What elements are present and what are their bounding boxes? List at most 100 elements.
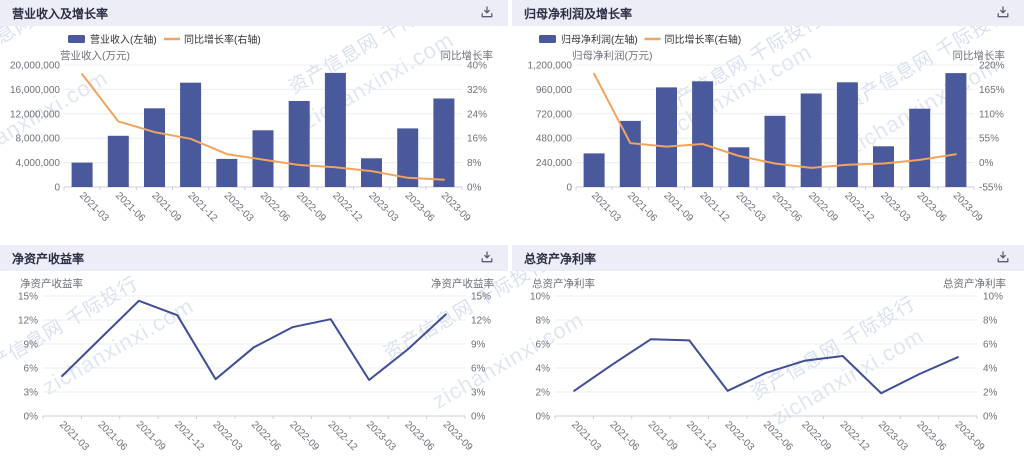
svg-text:归母净利润(万元): 归母净利润(万元) (572, 49, 653, 62)
svg-text:1,200,000: 1,200,000 (528, 61, 573, 72)
svg-text:2022-12: 2022-12 (842, 190, 876, 224)
svg-text:110%: 110% (979, 109, 1004, 120)
panel-net-profit-growth: 归母净利润及增长率 1,200,000 220% 960,000 165% 720,00… (512, 0, 1024, 234)
svg-text:-55%: -55% (979, 183, 1002, 194)
panel-header: 营业收入及增长率 (0, 0, 508, 26)
svg-text:2023-09: 2023-09 (441, 419, 475, 453)
panel-body: 10% 10% 8% 8% 6% 6% 4% 4% 2% 2% 0% 0% 总资产净利率 总资产净利率 20… (512, 271, 1024, 468)
svg-text:2021-12: 2021-12 (172, 419, 206, 453)
svg-text:2022-03: 2022-03 (722, 419, 756, 453)
panel-title: 净资产收益率 (12, 251, 85, 266)
svg-text:2022-06: 2022-06 (249, 419, 283, 453)
panel-body: 20,000,000 40% 16,000,000 32% 12,000,000 24% 8… (0, 26, 512, 239)
net-profit-growth-chart: 1,200,000 220% 960,000 165% 720,000 110% 480,0… (528, 33, 1006, 224)
svg-text:同比增长率(右轴): 同比增长率(右轴) (184, 33, 261, 46)
svg-text:2023-06: 2023-06 (914, 419, 948, 453)
svg-text:8%: 8% (467, 158, 482, 169)
svg-text:8,000,000: 8,000,000 (16, 134, 61, 145)
svg-text:3%: 3% (471, 388, 486, 399)
svg-text:2023-09: 2023-09 (951, 190, 985, 224)
svg-text:2022-06: 2022-06 (258, 190, 292, 224)
svg-text:2022-12: 2022-12 (326, 419, 360, 453)
panel-header: 净资产收益率 (0, 245, 508, 271)
svg-text:2022-09: 2022-09 (799, 419, 833, 453)
svg-text:归母净利润(左轴): 归母净利润(左轴) (561, 33, 638, 46)
svg-text:12%: 12% (18, 316, 38, 327)
svg-text:55%: 55% (979, 134, 999, 145)
svg-text:2021-09: 2021-09 (149, 190, 183, 224)
svg-text:240,000: 240,000 (536, 158, 573, 169)
svg-text:2022-12: 2022-12 (838, 419, 872, 453)
svg-text:0%: 0% (467, 183, 482, 194)
svg-text:2021-06: 2021-06 (625, 190, 659, 224)
svg-text:同比增长率: 同比增长率 (953, 49, 1006, 62)
panel-body: 15% 15% 12% 12% 9% 9% 6% 6% 3% 3% 0% 0% 净资产收益率 净资产收益率… (0, 271, 512, 468)
svg-text:总资产净利率: 总资产净利率 (532, 277, 595, 290)
svg-text:2023-09: 2023-09 (953, 419, 987, 453)
svg-text:0: 0 (566, 183, 572, 194)
svg-text:10%: 10% (983, 292, 1003, 303)
svg-text:12%: 12% (471, 316, 491, 327)
svg-text:2023-03: 2023-03 (876, 419, 910, 453)
svg-text:2023-06: 2023-06 (915, 190, 949, 224)
svg-text:总资产净利率: 总资产净利率 (943, 277, 1006, 290)
download-button[interactable] (994, 4, 1012, 22)
svg-text:9%: 9% (471, 340, 486, 351)
svg-text:16%: 16% (467, 134, 487, 145)
download-icon (480, 250, 494, 267)
svg-text:0%: 0% (979, 158, 994, 169)
svg-text:2021-03: 2021-03 (589, 190, 623, 224)
svg-text:2023-06: 2023-06 (402, 419, 436, 453)
svg-text:2%: 2% (983, 388, 998, 399)
svg-text:4,000,000: 4,000,000 (16, 158, 61, 169)
svg-text:营业收入(万元): 营业收入(万元) (60, 49, 130, 62)
panel-header: 归母净利润及增长率 (512, 0, 1024, 26)
svg-text:6%: 6% (983, 340, 998, 351)
download-icon (996, 250, 1010, 267)
svg-text:2022-09: 2022-09 (294, 190, 328, 224)
svg-text:同比增长率(右轴): 同比增长率(右轴) (665, 33, 742, 46)
svg-text:220%: 220% (979, 61, 1005, 72)
roa-chart: 10% 10% 8% 8% 6% 6% 4% 4% 2% 2% 0% 0% 总资产净利率 总资产净利率 20… (530, 277, 1006, 453)
svg-text:净资产收益率: 净资产收益率 (20, 277, 83, 290)
panel-roe: 净资产收益率 15% 15% 12% 12% 9% 9% 6% 6% 3% 3% 0% 0% 净资产收益… (0, 245, 512, 468)
svg-text:2023-03: 2023-03 (878, 190, 912, 224)
svg-text:24%: 24% (467, 109, 487, 120)
download-icon (480, 5, 494, 22)
svg-text:10%: 10% (530, 292, 550, 303)
roe-chart: 15% 15% 12% 12% 9% 9% 6% 6% 3% 3% 0% 0% 净资产收益率 净资产收益率… (18, 277, 494, 453)
svg-text:480,000: 480,000 (536, 134, 573, 145)
svg-text:8%: 8% (983, 316, 998, 327)
svg-text:15%: 15% (471, 292, 491, 303)
download-button[interactable] (478, 249, 496, 267)
svg-text:2023-06: 2023-06 (403, 190, 437, 224)
svg-text:4%: 4% (983, 364, 998, 375)
svg-text:15%: 15% (18, 292, 38, 303)
download-button[interactable] (478, 4, 496, 22)
svg-text:2021-06: 2021-06 (95, 419, 129, 453)
svg-text:2021-06: 2021-06 (113, 190, 147, 224)
svg-text:2021-03: 2021-03 (57, 419, 91, 453)
svg-text:2021-09: 2021-09 (134, 419, 168, 453)
panel-revenue-growth: 营业收入及增长率 20,000,000 40% 16,000,000 32% 12,00… (0, 0, 512, 234)
svg-text:6%: 6% (536, 340, 551, 351)
svg-text:2022-06: 2022-06 (770, 190, 804, 224)
svg-text:2022-09: 2022-09 (806, 190, 840, 224)
svg-text:960,000: 960,000 (536, 85, 573, 96)
svg-text:0%: 0% (536, 412, 551, 423)
svg-text:2022-03: 2022-03 (734, 190, 768, 224)
svg-text:3%: 3% (24, 388, 39, 399)
svg-text:32%: 32% (467, 85, 487, 96)
panel-title: 归母净利润及增长率 (524, 6, 633, 21)
svg-text:2022-06: 2022-06 (761, 419, 795, 453)
download-button[interactable] (994, 249, 1012, 267)
svg-text:同比增长率: 同比增长率 (441, 49, 494, 62)
svg-text:2022-03: 2022-03 (222, 190, 256, 224)
panel-header: 总资产净利率 (512, 245, 1024, 271)
svg-text:0%: 0% (983, 412, 998, 423)
svg-text:4%: 4% (536, 364, 551, 375)
svg-text:16,000,000: 16,000,000 (10, 85, 60, 96)
svg-text:2023-09: 2023-09 (439, 190, 473, 224)
svg-text:6%: 6% (471, 364, 486, 375)
